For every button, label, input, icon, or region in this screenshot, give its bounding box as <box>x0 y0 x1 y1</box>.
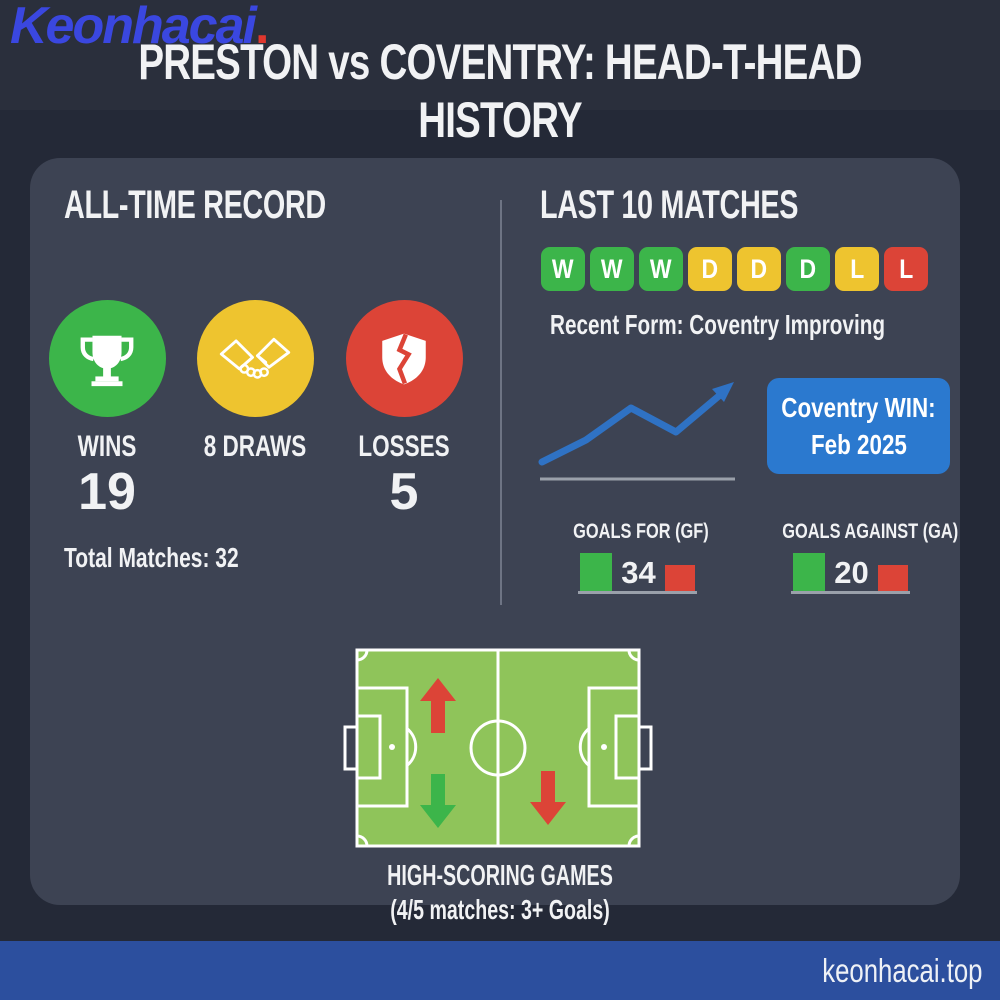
red-up-arrow-icon <box>420 678 456 733</box>
footer-site-link[interactable]: keonhacai.top <box>821 951 982 989</box>
form-letter: L <box>849 253 865 284</box>
goals-against-group: GOALS AGAINST (GA) 20 <box>763 520 959 596</box>
form-letter: D <box>701 253 719 284</box>
goals-against-label: GOALS AGAINST (GA) <box>782 520 959 543</box>
all-time-record-heading: ALL-TIME RECORD <box>64 183 326 227</box>
form-result-box-8: L <box>884 247 928 291</box>
goals-against-bars: 20 <box>791 553 910 594</box>
stat-losses: LOSSES 5 <box>334 300 474 518</box>
form-result-box-1: W <box>541 247 585 291</box>
football-pitch-icon <box>343 648 653 848</box>
brand-logo-dot: . <box>254 0 270 55</box>
total-matches-label: Total Matches: 32 <box>64 542 239 573</box>
high-scoring-title: HIGH-SCORING GAMES <box>387 860 613 892</box>
form-letter: L <box>898 253 914 284</box>
goals-against-green-bar <box>793 553 826 591</box>
form-result-box-3: W <box>639 247 683 291</box>
recent-form-label: Recent Form: Coventry Improving <box>550 309 886 340</box>
footer-bar: keonhacai.top <box>0 941 1000 1000</box>
form-result-box-2: W <box>590 247 634 291</box>
goals-for-label: GOALS FOR (GF) <box>573 520 709 543</box>
form-result-box-7: L <box>835 247 879 291</box>
form-letter: D <box>799 253 817 284</box>
page-title: PRESTON vs COVENTRY: HEAD-T-HEAD HISTORY <box>138 34 862 148</box>
form-letter: D <box>750 253 768 284</box>
form-result-box-6: D <box>786 247 830 291</box>
broken-shield-icon <box>382 333 426 384</box>
losses-label: LOSSES <box>358 430 450 463</box>
green-down-arrow-icon <box>420 774 456 828</box>
form-row: W W W D D D L L <box>541 247 928 291</box>
wins-value: 19 <box>78 463 136 521</box>
draws-label: 8 DRAWS <box>203 430 307 463</box>
form-result-box-4: D <box>688 247 732 291</box>
high-scoring-subtitle: (4/5 matches: 3+ Goals) <box>390 894 610 925</box>
losses-value: 5 <box>389 463 419 521</box>
goals-for-red-bar <box>664 565 695 591</box>
trophy-icon <box>80 335 134 386</box>
form-letter: W <box>552 253 574 284</box>
stat-draws: 8 DRAWS <box>185 300 325 466</box>
handshake-icon <box>219 337 291 379</box>
vertical-divider <box>500 200 502 605</box>
goals-for-value: 34 <box>621 555 656 590</box>
wins-label: WINS <box>77 430 137 463</box>
goals-for-group: GOALS FOR (GF) 34 <box>555 520 720 596</box>
stat-wins: WINS 19 <box>37 300 177 518</box>
wins-circle <box>48 300 166 417</box>
last-10-matches-heading: LAST 10 MATCHES <box>540 183 799 227</box>
upward-trend-arrow-icon <box>538 382 735 481</box>
form-letter: W <box>601 253 623 284</box>
losses-circle <box>345 300 463 417</box>
red-down-arrow-icon <box>530 771 566 825</box>
goals-for-bars: 34 <box>578 553 697 594</box>
draws-circle <box>196 300 314 417</box>
coventry-win-button[interactable]: Coventry WIN: Feb 2025 <box>767 378 950 474</box>
form-letter: W <box>650 253 672 284</box>
brand-logo-text: Keonhacai <box>10 0 257 55</box>
form-result-box-5: D <box>737 247 781 291</box>
goals-for-green-bar <box>580 553 613 591</box>
goals-against-red-bar <box>877 565 908 591</box>
header-band <box>0 0 1000 110</box>
goals-against-value: 20 <box>834 555 869 590</box>
brand-logo: Keonhacai. <box>10 0 270 56</box>
coventry-win-line2: Feb 2025 <box>810 429 907 460</box>
coventry-win-line1: Coventry WIN: <box>781 392 936 423</box>
